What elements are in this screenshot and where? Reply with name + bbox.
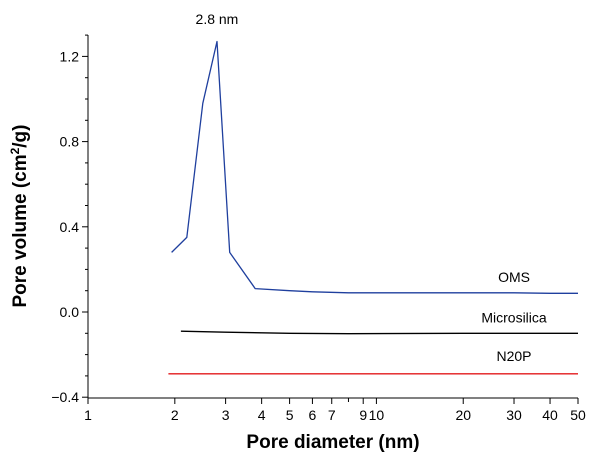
x-tick-label: 20 bbox=[455, 407, 471, 423]
x-tick-label: 1 bbox=[84, 407, 92, 423]
series-label-oms: OMS bbox=[498, 269, 530, 285]
x-tick-label: 30 bbox=[506, 407, 522, 423]
series-labels: OMS Microsilica N20P bbox=[481, 269, 547, 364]
x-tick-label: 2 bbox=[171, 407, 179, 423]
x-tick-label: 40 bbox=[542, 407, 558, 423]
y-axis-title-end: /g) bbox=[10, 124, 31, 147]
x-tick-label: 9 bbox=[359, 407, 367, 423]
series-line-microsilica bbox=[180, 330, 578, 335]
y-tick-label: 0.8 bbox=[60, 134, 80, 150]
x-tick-label: 7 bbox=[328, 407, 336, 423]
series-lines bbox=[168, 40, 578, 375]
peak-annotation: 2.8 nm bbox=[196, 11, 239, 27]
x-axis-title: Pore diameter (nm) bbox=[246, 432, 419, 453]
plot-area: −0.4 0.0 0.4 0.8 1.2 1 2 3 4 5 6 7 9 10 20 30 40 50 OMS M… bbox=[51, 11, 586, 423]
y-axis-title: Pore volume (cm2/g) bbox=[8, 124, 31, 307]
series-line-oms bbox=[171, 40, 578, 294]
x-ticks: 1 2 3 4 5 6 7 9 10 20 30 40 50 bbox=[84, 398, 586, 423]
y-tick-label: 0.0 bbox=[60, 304, 80, 320]
y-axis-title-sup: 2 bbox=[8, 147, 22, 154]
y-ticks: −0.4 0.0 0.4 0.8 1.2 bbox=[51, 34, 88, 405]
series-label-microsilica: Microsilica bbox=[481, 310, 547, 326]
x-tick-label: 5 bbox=[286, 407, 294, 423]
y-axis-title-main: Pore volume (cm bbox=[10, 154, 31, 307]
x-tick-label: 10 bbox=[369, 407, 385, 423]
series-label-n20p: N20P bbox=[497, 348, 532, 364]
x-tick-label: 6 bbox=[309, 407, 317, 423]
y-tick-label: −0.4 bbox=[51, 389, 79, 405]
x-tick-label: 4 bbox=[258, 407, 266, 423]
y-tick-label: 0.4 bbox=[60, 219, 80, 235]
y-tick-label: 1.2 bbox=[60, 48, 80, 64]
x-tick-label: 50 bbox=[570, 407, 586, 423]
x-tick-label: 3 bbox=[222, 407, 230, 423]
